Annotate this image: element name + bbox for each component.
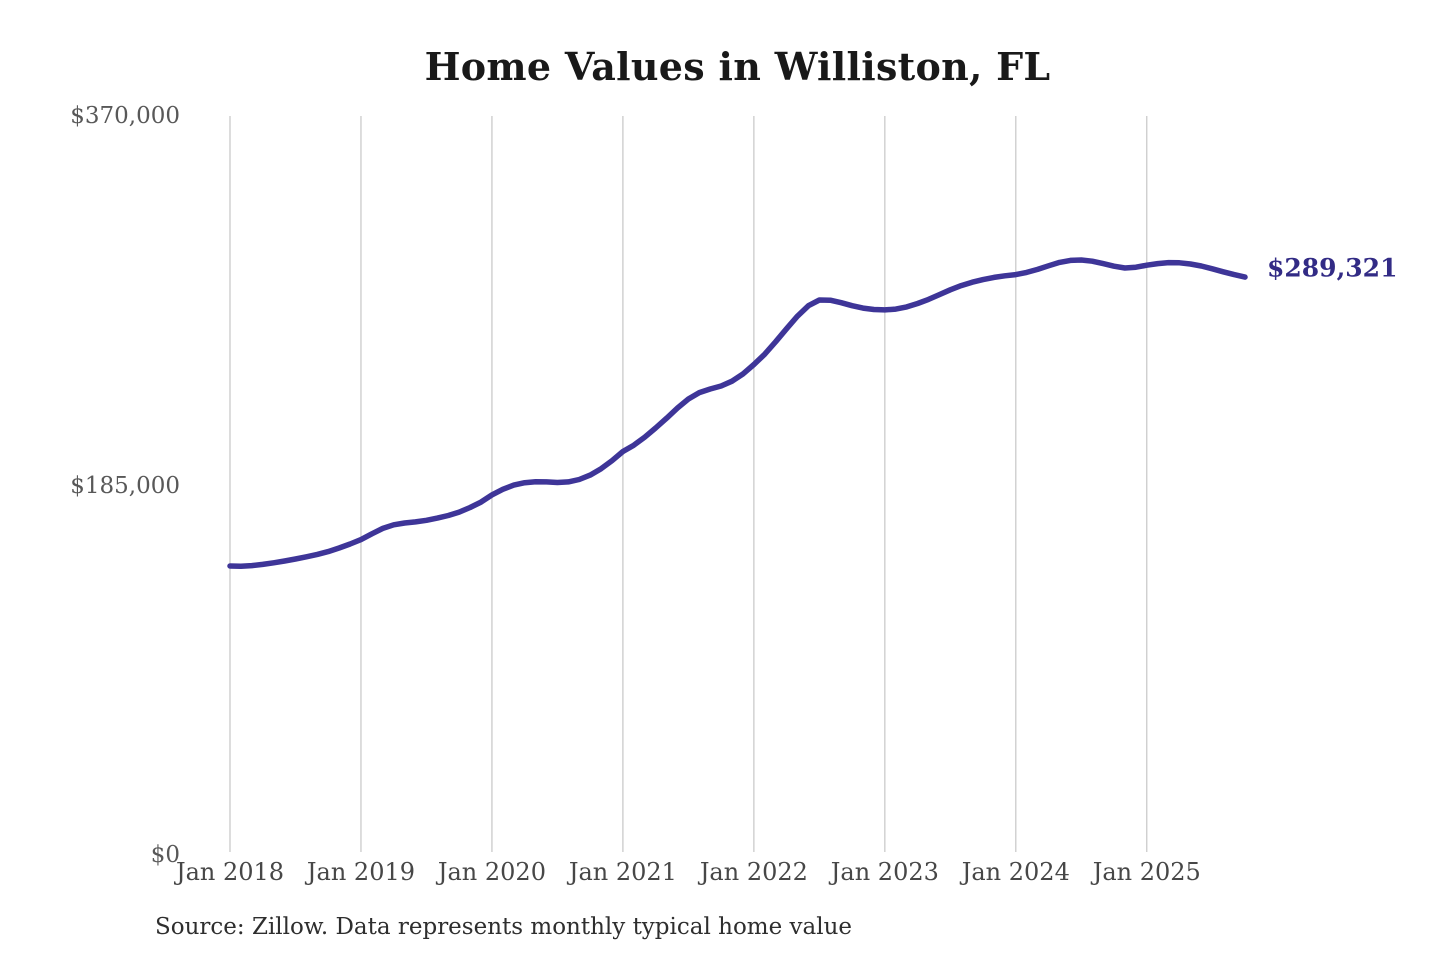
x-axis-tick-label: Jan 2019 [306, 858, 415, 886]
x-axis-tick-label: Jan 2020 [437, 858, 546, 886]
source-note: Source: Zillow. Data represents monthly … [155, 914, 853, 940]
chart-title: Home Values in Williston, FL [424, 44, 1051, 89]
y-axis-tick-label: $0 [150, 842, 180, 868]
end-value-label: $289,321 [1267, 253, 1398, 283]
y-axis-tick-label: $185,000 [70, 472, 180, 499]
x-axis-tick-label: Jan 2025 [1092, 858, 1201, 886]
x-axis-tick-label: Jan 2021 [568, 858, 677, 886]
x-axis-tick-label: Jan 2024 [961, 858, 1070, 886]
x-axis-tick-label: Jan 2023 [830, 858, 939, 886]
gridline-group [229, 116, 1148, 852]
x-axis-tick-label: Jan 2022 [699, 858, 808, 886]
y-axis-tick-label: $370,000 [70, 103, 180, 129]
home-value-line [227, 257, 1248, 569]
x-axis-tick-label: Jan 2018 [175, 858, 285, 886]
